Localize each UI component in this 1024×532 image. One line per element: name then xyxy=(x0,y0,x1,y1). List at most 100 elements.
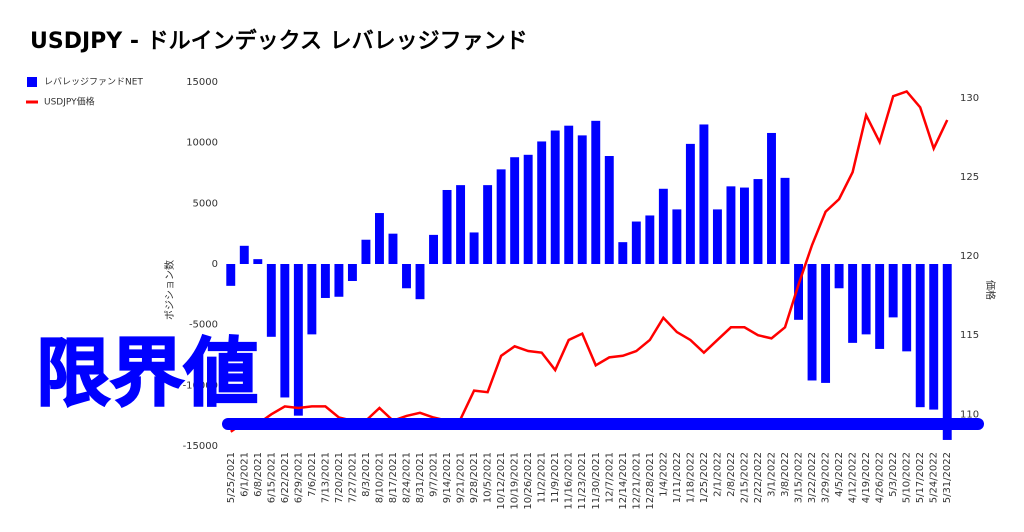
bar xyxy=(807,264,817,381)
bar xyxy=(658,188,668,264)
x-tick-label: 9/28/2021 xyxy=(469,452,480,503)
x-tick-label: 4/26/2022 xyxy=(875,452,886,503)
y2-tick-label: 125 xyxy=(960,172,979,183)
x-tick-label: 12/21/2021 xyxy=(631,452,642,510)
bar xyxy=(469,232,479,264)
y-tick-label: -5000 xyxy=(189,320,218,331)
x-tick-label: 11/9/2021 xyxy=(550,452,561,503)
x-tick-label: 9/14/2021 xyxy=(442,452,453,503)
x-tick-label: 5/25/2021 xyxy=(226,452,237,503)
bar xyxy=(442,189,452,264)
x-tick-label: 3/22/2022 xyxy=(807,452,818,503)
x-tick-label: 7/20/2021 xyxy=(334,452,345,503)
x-tick-label: 11/2/2021 xyxy=(537,452,548,503)
x-tick-label: 6/8/2021 xyxy=(253,452,264,497)
bar xyxy=(266,264,276,337)
x-tick-label: 9/21/2021 xyxy=(456,452,467,503)
chart-title: USDJPY - ドルインデックス レバレッジファンド xyxy=(30,28,528,54)
x-tick-label: 8/10/2021 xyxy=(374,452,385,503)
legend-label: USDJPY価格 xyxy=(44,96,95,108)
bar xyxy=(510,157,520,264)
bar xyxy=(483,185,493,264)
x-tick-label: 1/11/2022 xyxy=(672,452,683,503)
bar xyxy=(767,132,776,264)
bar xyxy=(347,264,357,281)
x-tick-label: 5/24/2022 xyxy=(929,452,940,503)
bar xyxy=(253,259,263,264)
bar xyxy=(280,264,290,398)
x-tick-label: 2/15/2022 xyxy=(739,452,750,503)
y-tick-label: 10000 xyxy=(186,138,218,149)
x-tick-label: 6/15/2021 xyxy=(266,452,277,503)
y2-tick-label: 120 xyxy=(960,251,979,262)
x-tick-label: 11/23/2021 xyxy=(577,452,588,510)
bar xyxy=(861,264,871,335)
x-tick-label: 4/5/2022 xyxy=(834,452,845,497)
bar xyxy=(496,169,506,264)
x-tick-label: 5/10/2022 xyxy=(902,452,913,503)
y2-axis-label: 価格 xyxy=(984,280,997,300)
x-tick-label: 1/18/2022 xyxy=(685,452,696,503)
x-tick-label: 1/4/2022 xyxy=(658,452,669,497)
y-tick-label: -10000 xyxy=(183,380,218,391)
x-tick-label: 10/5/2021 xyxy=(483,452,494,503)
x-tick-label: 2/1/2022 xyxy=(712,452,723,497)
bar xyxy=(402,264,411,289)
bar xyxy=(564,125,574,265)
bar xyxy=(226,264,236,286)
annotation: 限界値 xyxy=(36,331,258,417)
y-tick-label: 0 xyxy=(212,259,218,270)
y-tick-label: 5000 xyxy=(193,198,218,209)
x-tick-label: 8/31/2021 xyxy=(415,452,426,503)
bar xyxy=(780,177,790,264)
x-tick-label: 7/13/2021 xyxy=(320,452,331,503)
x-tick-label: 2/8/2022 xyxy=(726,452,737,497)
x-tick-label: 2/22/2022 xyxy=(753,452,764,503)
bar xyxy=(631,221,641,264)
bar xyxy=(821,264,831,383)
bar xyxy=(239,245,249,264)
bar xyxy=(307,264,317,335)
bar xyxy=(293,264,303,416)
x-tick-label: 9/7/2021 xyxy=(429,452,440,497)
y2-tick-label: 130 xyxy=(960,93,979,104)
y-tick-label: -15000 xyxy=(183,441,218,452)
bar xyxy=(915,264,925,408)
x-tick-label: 8/24/2021 xyxy=(402,452,413,503)
x-tick-label: 1/25/2022 xyxy=(699,452,710,503)
bar xyxy=(929,264,939,410)
x-tick-label: 10/26/2021 xyxy=(523,452,534,510)
x-tick-label: 3/8/2022 xyxy=(780,452,791,497)
bar xyxy=(740,187,749,264)
bar xyxy=(645,215,655,264)
x-tick-label: 3/29/2022 xyxy=(821,452,832,503)
y2-tick-label: 115 xyxy=(960,330,979,341)
x-tick-label: 5/17/2022 xyxy=(915,452,926,503)
line xyxy=(230,90,949,433)
bar xyxy=(375,213,384,264)
bar xyxy=(334,264,344,297)
x-tick-label: 12/7/2021 xyxy=(604,452,615,503)
x-tick-label: 6/29/2021 xyxy=(293,452,304,503)
x-tick-label: 3/1/2022 xyxy=(767,452,778,497)
bar xyxy=(942,264,952,440)
x-tick-label: 6/22/2021 xyxy=(280,452,291,503)
bar xyxy=(320,264,330,298)
limit-band xyxy=(222,418,984,430)
bar xyxy=(618,242,628,264)
x-tick-label: 8/3/2021 xyxy=(361,452,372,497)
x-tick-label: 12/28/2021 xyxy=(645,452,656,510)
x-tick-label: 12/14/2021 xyxy=(618,452,629,510)
bar xyxy=(848,264,858,343)
bar xyxy=(902,264,912,352)
bar xyxy=(604,156,614,264)
y2-tick-label: 110 xyxy=(960,409,979,420)
x-tick-label: 5/3/2022 xyxy=(888,452,899,497)
x-tick-label: 11/16/2021 xyxy=(564,452,575,510)
bar xyxy=(456,185,466,264)
legend-label: レバレッジファンドNET xyxy=(44,77,143,88)
x-tick-label: 8/17/2021 xyxy=(388,452,399,503)
bar xyxy=(794,264,803,320)
bar xyxy=(415,264,425,300)
